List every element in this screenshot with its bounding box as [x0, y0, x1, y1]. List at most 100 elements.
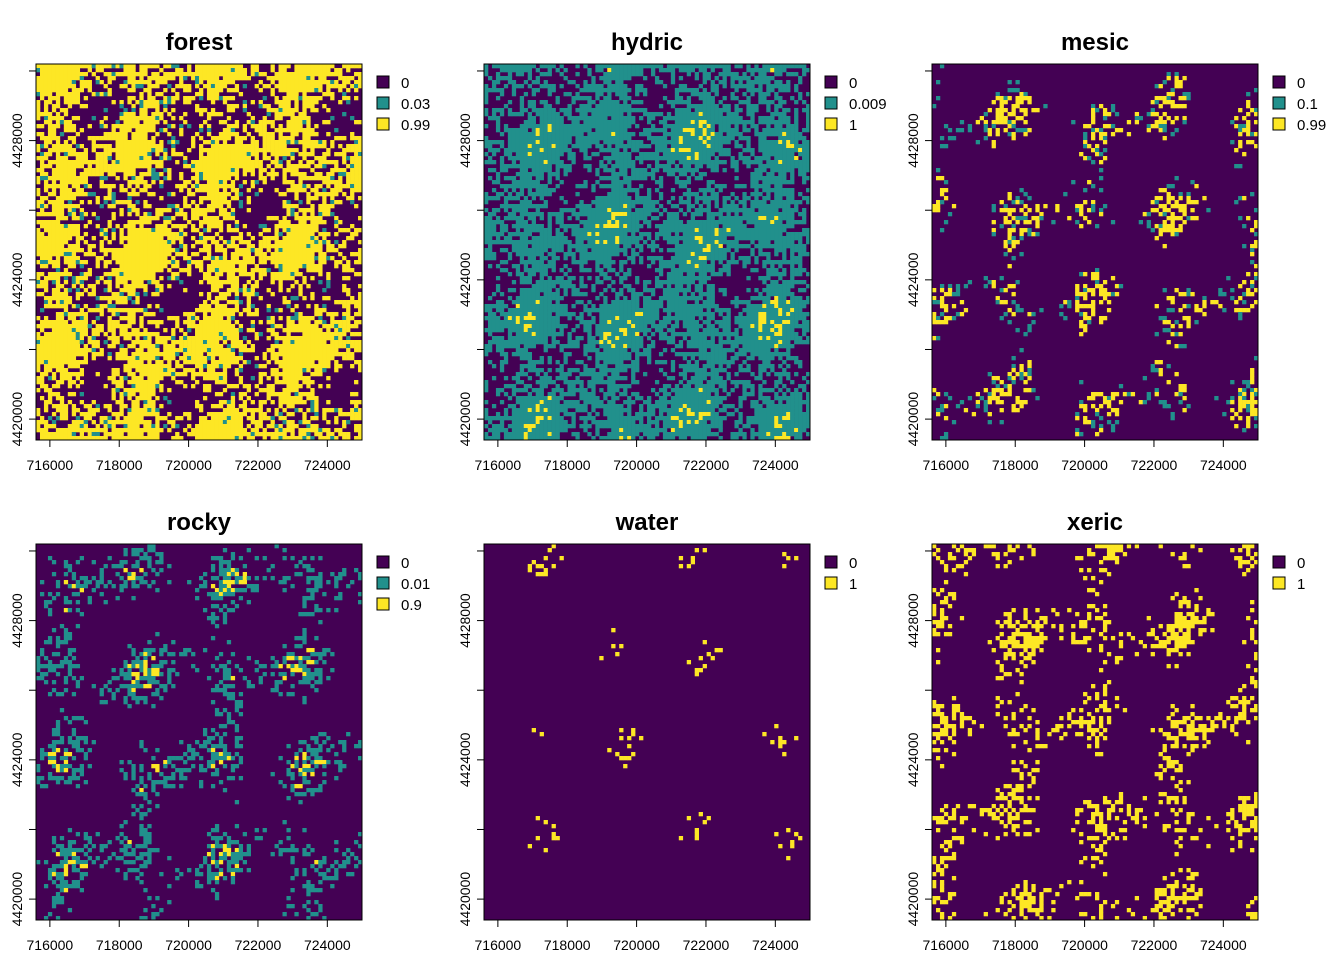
x-tick-label: 722000: [235, 457, 282, 473]
y-tick-label: 4424000: [905, 732, 921, 787]
x-tick-label: 724000: [304, 457, 351, 473]
raster-cells: [36, 544, 363, 921]
x-tick-label: 716000: [475, 937, 522, 953]
raster-plot-water: water 716000 718000 720000 722000 724000 44200…: [457, 509, 857, 953]
legend-swatch: [376, 75, 390, 89]
legend: 01: [1272, 555, 1305, 593]
x-tick-label: 718000: [96, 457, 143, 473]
plot-frame: [931, 63, 1259, 441]
x-tick-label: 720000: [165, 937, 212, 953]
x-tick-label: 722000: [683, 457, 730, 473]
y-tick-label: 4420000: [457, 392, 473, 447]
legend-label: 0: [401, 555, 409, 572]
raster-plot-mesic: mesic 716000 718000 720000 722000 724000 44200…: [905, 29, 1326, 473]
legend-label: 0.9: [401, 597, 422, 614]
legend: 0 0.03 0.99: [376, 75, 430, 134]
x-tick-label: 718000: [544, 937, 591, 953]
legend-label: 0.009: [849, 96, 887, 113]
legend: 0 0.009 1: [824, 75, 887, 134]
plot-frame: [483, 63, 811, 441]
legend-label: 0.99: [401, 117, 430, 134]
legend-swatch: [376, 576, 390, 590]
x-tick-label: 720000: [165, 457, 212, 473]
panel-forest: forest 716000 718000 720000 722000 724000 4420…: [0, 0, 448, 480]
y-tick-label: 4420000: [905, 392, 921, 447]
x-tick-label: 716000: [923, 457, 970, 473]
legend-swatch: [824, 75, 838, 89]
legend-swatch: [824, 555, 838, 569]
raster-cells: [932, 544, 1259, 921]
legend-label: 0.03: [401, 96, 430, 113]
x-tick-label: 718000: [96, 937, 143, 953]
y-tick-label: 4424000: [9, 252, 25, 307]
panel-water: water 716000 718000 720000 722000 724000 44200…: [448, 480, 896, 960]
raster-cells: [484, 544, 810, 920]
panel-title: forest: [166, 29, 233, 56]
x-tick-label: 724000: [1200, 937, 1247, 953]
y-tick-label: 4420000: [905, 872, 921, 927]
plot-frame: [35, 543, 363, 921]
raster-plot-forest: forest 716000 718000 720000 722000 724000 4420…: [9, 29, 430, 473]
plot-frame: [483, 543, 811, 921]
legend-swatch: [376, 555, 390, 569]
legend-label: 1: [849, 117, 857, 134]
x-tick-label: 722000: [1131, 937, 1178, 953]
x-tick-label: 724000: [752, 457, 799, 473]
legend-swatch: [376, 597, 390, 611]
legend-swatch: [824, 576, 838, 590]
x-tick-label: 720000: [1061, 937, 1108, 953]
legend-swatch: [824, 96, 838, 110]
panel-title: rocky: [167, 509, 232, 536]
raster-plot-xeric: xeric 716000 718000 720000 722000 724000 44200…: [905, 509, 1305, 953]
raster-plot-rocky: rocky 716000 718000 720000 722000 724000 44200…: [9, 509, 430, 953]
plot-frame: [35, 63, 363, 441]
y-tick-label: 4428000: [457, 593, 473, 648]
y-tick-label: 4428000: [457, 113, 473, 168]
raster-plot-hydric: hydric 716000 718000 720000 722000 724000 4420…: [457, 29, 887, 473]
y-tick-label: 4424000: [9, 732, 25, 787]
panel-rocky: rocky 716000 718000 720000 722000 724000 44200…: [0, 480, 448, 960]
x-tick-label: 722000: [683, 937, 730, 953]
legend: 0 0.01 0.9: [376, 555, 430, 614]
panel-title: mesic: [1061, 29, 1129, 56]
legend-label: 0.01: [401, 576, 430, 593]
y-tick-label: 4428000: [9, 593, 25, 648]
y-tick-label: 4424000: [905, 252, 921, 307]
x-tick-label: 718000: [992, 457, 1039, 473]
x-tick-label: 722000: [235, 937, 282, 953]
x-tick-label: 724000: [1200, 457, 1247, 473]
legend-label: 1: [849, 576, 857, 593]
legend-swatch: [1272, 576, 1286, 590]
legend-label: 0: [1297, 555, 1305, 572]
legend-label: 1: [1297, 576, 1305, 593]
x-tick-label: 724000: [304, 937, 351, 953]
y-tick-label: 4420000: [9, 392, 25, 447]
plot-frame: [931, 543, 1259, 921]
legend-swatch: [1272, 75, 1286, 89]
y-tick-label: 4424000: [457, 732, 473, 787]
raster-cells: [36, 64, 363, 441]
y-tick-label: 4428000: [905, 593, 921, 648]
legend-swatch: [1272, 117, 1286, 131]
x-tick-label: 716000: [27, 457, 74, 473]
legend-swatch: [376, 117, 390, 131]
y-tick-label: 4420000: [9, 872, 25, 927]
legend-swatch: [1272, 555, 1286, 569]
raster-cells: [484, 64, 811, 441]
legend-swatch: [376, 96, 390, 110]
x-tick-label: 716000: [475, 457, 522, 473]
x-tick-label: 720000: [613, 937, 660, 953]
legend-label: 0: [1297, 75, 1305, 92]
legend-label: 0.1: [1297, 96, 1318, 113]
panel-xeric: xeric 716000 718000 720000 722000 724000 44200…: [896, 480, 1344, 960]
panel-title: hydric: [611, 29, 683, 56]
y-tick-label: 4428000: [905, 113, 921, 168]
x-tick-label: 718000: [992, 937, 1039, 953]
x-tick-label: 720000: [613, 457, 660, 473]
panel-title: xeric: [1067, 509, 1123, 536]
legend-label: 0: [401, 75, 409, 92]
legend-label: 0: [849, 75, 857, 92]
legend-label: 0: [849, 555, 857, 572]
y-tick-label: 4424000: [457, 252, 473, 307]
raster-cells: [932, 64, 1259, 441]
